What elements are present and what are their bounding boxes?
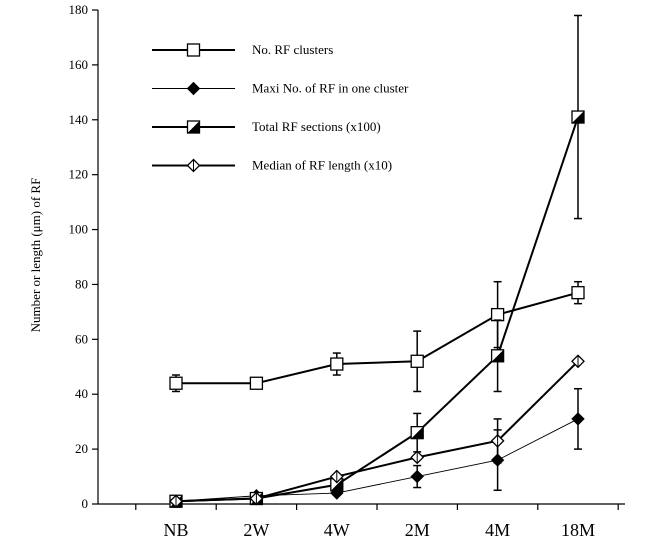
x-tick-label: 4M bbox=[485, 520, 510, 540]
legend-label: Median of RF length (x10) bbox=[252, 158, 392, 173]
y-tick-label: 180 bbox=[69, 2, 89, 17]
y-tick-label: 80 bbox=[75, 276, 88, 291]
y-tick-label: 20 bbox=[75, 441, 88, 456]
series-line bbox=[175, 418, 579, 502]
data-point bbox=[571, 412, 585, 426]
data-point bbox=[410, 469, 424, 484]
x-tick-label: 18M bbox=[561, 520, 595, 540]
legend-item: No. RF clusters bbox=[152, 42, 333, 57]
data-point bbox=[571, 286, 585, 300]
series-1 bbox=[169, 280, 585, 393]
data-point bbox=[490, 433, 505, 448]
legend: No. RF clusters Maxi No. of RF in one clu… bbox=[152, 42, 409, 173]
y-tick-label: 100 bbox=[69, 222, 89, 237]
x-tick-label: 4W bbox=[324, 520, 350, 540]
data-point bbox=[410, 354, 424, 368]
data-point bbox=[169, 376, 183, 390]
y-tick-label: 120 bbox=[69, 167, 89, 182]
y-tick-label: 40 bbox=[75, 386, 88, 401]
legend-item: Median of RF length (x10) bbox=[152, 158, 392, 173]
series-2 bbox=[169, 387, 585, 508]
data-point bbox=[249, 376, 264, 390]
y-axis-title: Number or length (μm) of RF bbox=[28, 178, 43, 333]
data-point bbox=[490, 349, 505, 363]
legend-marker bbox=[186, 120, 201, 134]
data-point bbox=[330, 357, 344, 371]
legend-item: Total RF sections (x100) bbox=[152, 119, 381, 134]
x-tick-label: 2M bbox=[405, 520, 430, 540]
y-tick-label: 0 bbox=[82, 496, 89, 511]
legend-item: Maxi No. of RF in one cluster bbox=[152, 81, 409, 96]
x-tick-label: NB bbox=[163, 520, 188, 540]
legend-marker bbox=[186, 158, 201, 173]
data-point bbox=[330, 478, 344, 492]
legend-label: No. RF clusters bbox=[252, 42, 333, 57]
y-tick-label: 160 bbox=[69, 57, 89, 72]
data-point bbox=[329, 469, 344, 484]
data-point bbox=[410, 425, 424, 440]
y-tick-label: 140 bbox=[69, 112, 89, 127]
data-point bbox=[571, 354, 585, 369]
data-point bbox=[571, 110, 585, 124]
legend-marker bbox=[186, 81, 201, 96]
axes: 0 20 40 60 80 100 120 140 160 180 NB 2W 4W 2M 4M 18M bbox=[69, 2, 625, 540]
legend-label: Total RF sections (x100) bbox=[252, 119, 381, 134]
x-tick-label: 2W bbox=[243, 520, 269, 540]
series-layer bbox=[169, 14, 585, 509]
y-tick-label: 60 bbox=[75, 331, 88, 346]
series-line bbox=[175, 360, 579, 503]
series-4 bbox=[169, 354, 585, 509]
data-point bbox=[169, 494, 183, 509]
data-point bbox=[490, 307, 505, 322]
legend-marker bbox=[186, 43, 201, 57]
legend-label: Maxi No. of RF in one cluster bbox=[252, 81, 409, 96]
data-point bbox=[249, 491, 264, 506]
series-line bbox=[176, 291, 579, 385]
data-point bbox=[410, 450, 425, 465]
